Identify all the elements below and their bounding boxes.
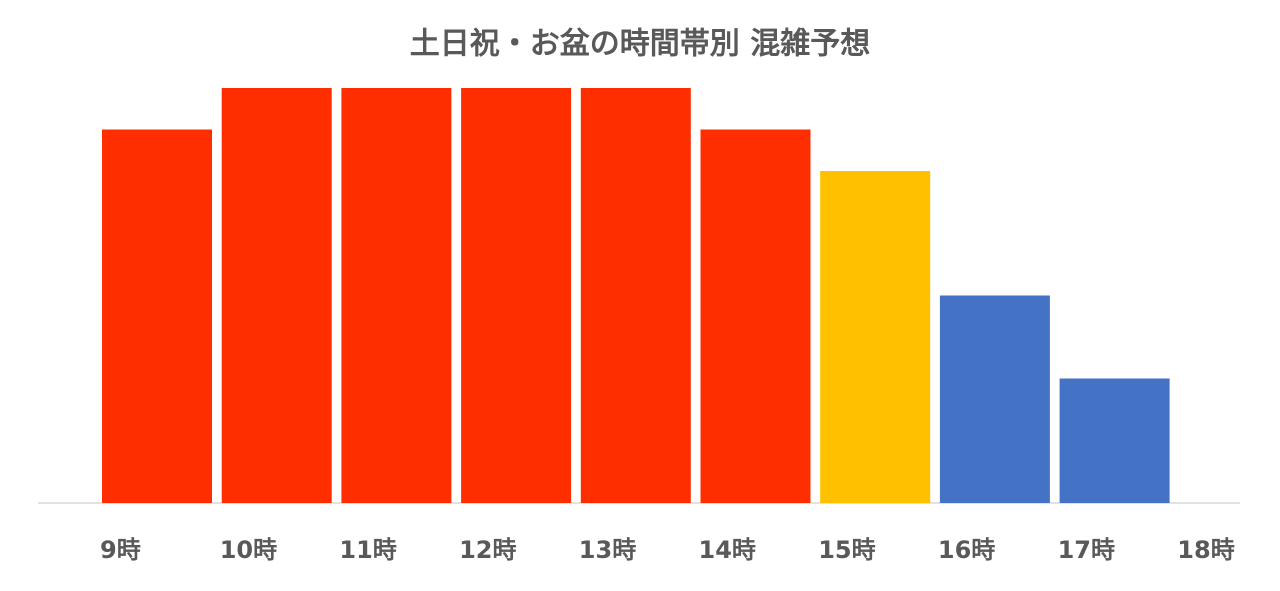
- x-tick-label: 16時: [938, 536, 995, 564]
- x-tick-label: 15時: [818, 536, 875, 564]
- x-tick-label: 12時: [459, 536, 516, 564]
- chart-title: 土日祝・お盆の時間帯別 混雑予想: [410, 27, 870, 62]
- x-tick-label: 10時: [220, 536, 277, 564]
- bar: [580, 88, 691, 503]
- bar: [341, 88, 452, 503]
- x-tick-label: 18時: [1177, 536, 1234, 564]
- bar: [461, 88, 572, 503]
- bar: [939, 295, 1050, 503]
- x-tick-label: 11時: [339, 536, 396, 564]
- bar: [820, 171, 931, 503]
- bar: [102, 129, 212, 503]
- x-tick-label: 13時: [579, 536, 636, 564]
- x-tick-label: 9時: [100, 536, 141, 564]
- x-tick-label: 17時: [1058, 536, 1115, 564]
- x-tick-label: 14時: [699, 536, 756, 564]
- bar: [700, 129, 811, 503]
- bar: [1059, 378, 1170, 503]
- bar: [221, 88, 332, 503]
